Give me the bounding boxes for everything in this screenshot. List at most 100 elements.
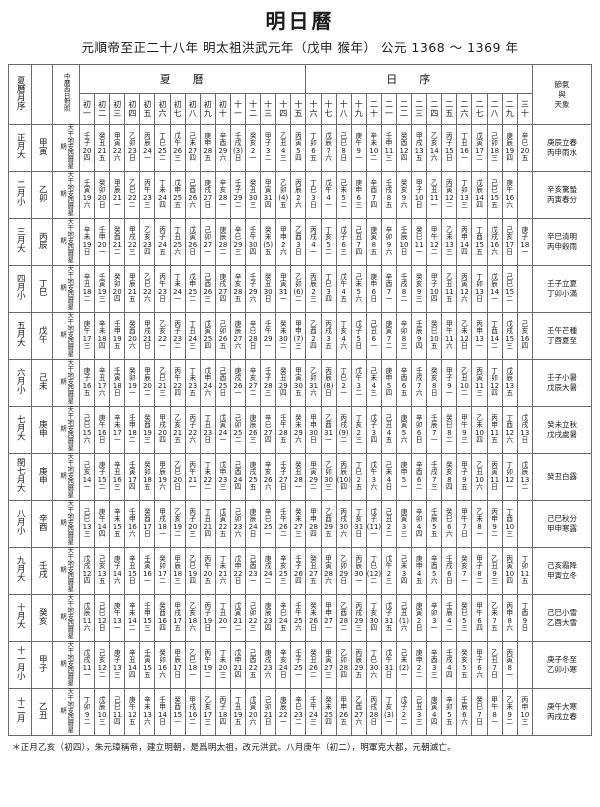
day-gregorian-date: 10	[505, 570, 515, 579]
day-gregorian-date: (8)	[323, 382, 334, 391]
day-cell: 戊戌 11 一	[78, 641, 96, 689]
day-ganzhi: 癸酉	[113, 226, 121, 242]
day-ganzhi: 辛未	[113, 414, 121, 430]
day-ganzhi: 辛卯	[400, 320, 408, 336]
day-ganzhi: 己酉	[204, 273, 212, 289]
day-ganzhi: 戊午	[385, 649, 393, 665]
day-weekday: 三	[249, 436, 257, 445]
day-ganzhi: 壬子	[249, 273, 257, 289]
day-weekday: 二	[234, 201, 242, 210]
day-ganzhi: 辛卯	[446, 696, 453, 712]
day-ganzhi: 甲子	[476, 555, 483, 571]
day-weekday: 三	[310, 718, 317, 727]
day-gregorian-date: 23	[248, 570, 258, 579]
day-gregorian-date: 20	[158, 429, 167, 438]
day-cell: 壬寅 19 三	[94, 265, 111, 313]
day-weekday: 日	[189, 248, 196, 257]
day-cell: 庚午 16 六	[501, 171, 518, 219]
day-ganzhi: 甲戌	[144, 320, 151, 336]
day-gregorian-date: 24	[158, 194, 167, 203]
day-weekday: 二	[264, 154, 272, 163]
day-cell: 丙申 14 四	[456, 218, 473, 266]
day-gregorian-date: 26	[263, 476, 273, 485]
day-gregorian-date: 10	[475, 476, 484, 485]
day-ganzhi: 丙子	[204, 602, 212, 618]
day-ganzhi: 己巳	[506, 273, 513, 289]
solar-terms-cell: 己巳小雪 乙酉大雪	[532, 594, 592, 642]
day-gregorian-date: 15	[505, 335, 515, 344]
day-cell: 丙申 10 三	[516, 688, 534, 736]
group-label-li: 曆	[192, 73, 226, 86]
day-weekday: 日	[159, 718, 166, 727]
day-weekday: 一	[400, 671, 408, 680]
day-gregorian-date: 31	[384, 617, 394, 626]
solar-term: 丁卯小滿	[547, 289, 577, 298]
day-cell: 癸酉 19 三	[139, 406, 156, 454]
day-ganzhi: 癸丑	[310, 555, 317, 571]
day-cell: 丁亥 31 日	[350, 500, 367, 548]
day-ganzhi: 己亥	[506, 226, 513, 242]
header-month-order: 夏曆月序	[8, 64, 32, 125]
header-day-label: 初四	[128, 100, 137, 118]
day-weekday: 四	[370, 436, 378, 445]
day-cell: 己亥 12 二	[94, 641, 111, 689]
day-weekday: 二	[491, 530, 498, 539]
day-gregorian-date: 21	[112, 241, 122, 250]
day-weekday: 一	[144, 577, 151, 586]
day-weekday: 五	[129, 718, 136, 727]
day-ganzhi: 丙午	[144, 179, 151, 195]
day-weekday: 四	[204, 342, 212, 351]
day-ganzhi: 辛酉	[430, 555, 438, 571]
day-weekday: 二	[129, 624, 136, 633]
day-ganzhi: 癸亥	[461, 649, 468, 665]
day-ganzhi: 壬子	[295, 555, 302, 571]
day-cell: 壬子 26 四	[290, 547, 307, 595]
day-ganzhi: 己未	[400, 649, 408, 665]
day-ganzhi: 庚戌	[204, 179, 212, 195]
day-weekday: 五	[400, 389, 408, 398]
day-ganzhi: 庚戌	[264, 555, 272, 571]
day-weekday: 六	[83, 436, 91, 445]
day-cell-empty	[516, 641, 534, 689]
solar-term: 戊辰大暑	[547, 383, 577, 392]
day-ganzhi: 丙午	[204, 555, 212, 571]
day-weekday: 四	[400, 577, 408, 586]
day-weekday: 二	[98, 483, 106, 492]
day-gregorian-date: 3	[401, 570, 407, 579]
day-ganzhi: 癸酉	[400, 132, 408, 148]
day-cell: 甲子 10 日	[411, 171, 428, 219]
day-weekday: 五	[264, 248, 272, 257]
day-cell: 丙午 23 三	[139, 171, 156, 219]
day-ganzhi: 丁巳	[370, 649, 378, 665]
day-ganzhi: 辛未	[98, 320, 106, 336]
day-gregorian-date: 14	[475, 194, 484, 203]
day-cell: 丙辰 (10) 四	[335, 453, 352, 501]
day-weekday: 一	[446, 389, 453, 398]
day-gregorian-date: 13	[444, 241, 454, 250]
day-gregorian-date: 18	[82, 288, 92, 297]
day-weekday: 五	[113, 342, 121, 351]
day-ganzhi: 壬申	[159, 696, 166, 712]
day-weekday: 六	[98, 389, 106, 398]
day-weekday: 三	[98, 295, 106, 304]
day-weekday: 一	[400, 483, 408, 492]
day-weekday: 六	[415, 389, 423, 398]
day-ganzhi: 乙卯	[340, 555, 347, 571]
day-ganzhi: 乙巳	[159, 367, 166, 383]
day-gregorian-date: 26	[218, 335, 228, 344]
day-ganzhi: 辛丑	[113, 461, 121, 477]
day-cell: 己卯 23 六	[229, 500, 247, 548]
day-weekday: 三	[83, 530, 91, 539]
day-gregorian-date: 17	[142, 523, 152, 532]
day-gregorian-date: 9	[507, 711, 512, 720]
day-weekday: 四	[264, 436, 272, 445]
day-ganzhi: 庚申	[400, 461, 408, 477]
